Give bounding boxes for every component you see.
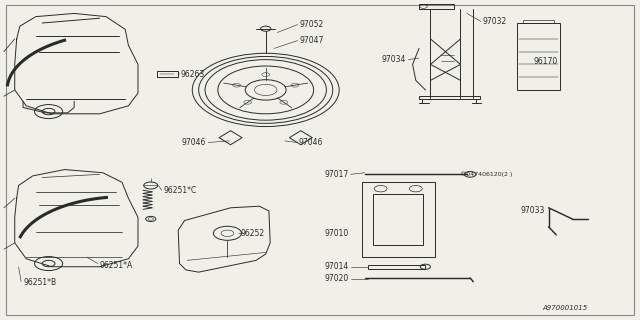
Text: 97020: 97020	[324, 274, 349, 283]
Bar	[516, 23, 560, 90]
Text: 97047: 97047	[300, 36, 324, 45]
Bar	[373, 195, 424, 245]
Bar	[362, 182, 435, 257]
Bar	[523, 20, 554, 23]
Text: 97010: 97010	[324, 229, 349, 238]
Text: 96251*B: 96251*B	[23, 278, 56, 287]
Text: 97017: 97017	[324, 170, 349, 179]
Text: 96170: 96170	[533, 57, 557, 66]
Bar	[419, 96, 479, 100]
Text: ©047406120(2 ): ©047406120(2 )	[461, 172, 513, 177]
Bar	[419, 4, 454, 9]
Text: 97046: 97046	[182, 138, 206, 147]
Text: 97032: 97032	[483, 17, 507, 26]
Text: 97052: 97052	[300, 20, 324, 29]
Text: 96251*A: 96251*A	[100, 261, 133, 270]
Text: 97034: 97034	[382, 55, 406, 64]
Bar	[157, 71, 177, 77]
Text: 97046: 97046	[299, 138, 323, 147]
Bar	[368, 265, 426, 269]
Text: A970001015: A970001015	[542, 305, 588, 311]
Text: 97014: 97014	[324, 262, 349, 271]
Text: 96252: 96252	[240, 229, 264, 238]
Text: 96263: 96263	[180, 70, 204, 79]
Text: 96251*C: 96251*C	[164, 186, 196, 195]
Text: 97033: 97033	[520, 206, 545, 215]
